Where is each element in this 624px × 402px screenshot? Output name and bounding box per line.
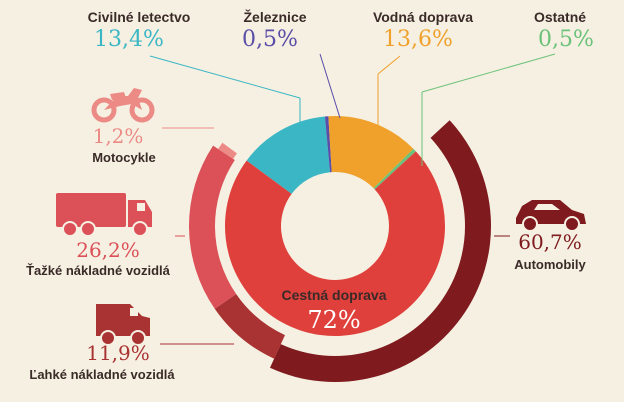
leader-zeleznice — [319, 53, 341, 119]
slice-vodna-doprava — [328, 115, 414, 189]
pct-zeleznice: 0,5% — [242, 27, 298, 52]
ring-segment-tazke-nakladne-vozidla — [189, 145, 237, 309]
van-icon — [96, 304, 150, 346]
pct-vodna-doprava: 13,6% — [383, 27, 453, 52]
inner-donut — [225, 115, 445, 336]
leader-civilne-letectvo — [149, 55, 301, 99]
label-zeleznice: Železnice — [243, 8, 306, 25]
truck-icon — [56, 193, 152, 237]
outer-ring — [189, 120, 492, 382]
label-automobily: Automobily — [514, 257, 586, 272]
slice-civilne-letectvo — [246, 116, 331, 194]
pct-tazke-nakladne: 26,2% — [76, 238, 140, 262]
label-tazke-nakladne: Ťažké nákladné vozidlá — [26, 263, 171, 278]
label-civilne-letectvo: Civilné letectvo — [88, 9, 191, 25]
label-vodna-doprava: Vodná doprava — [373, 9, 473, 25]
car-icon — [516, 200, 586, 232]
pct-civilne-letectvo: 13,4% — [94, 27, 164, 52]
label-motocykle: Motocykle — [92, 150, 156, 165]
pct-automobily: 60,7% — [518, 230, 582, 254]
label-cestna-doprava: Cestná doprava — [281, 287, 386, 303]
ring-segment-automobily — [269, 120, 492, 382]
pct-cestna-doprava: 72% — [307, 306, 360, 334]
leader-lines — [149, 53, 556, 345]
leader-ostatne — [421, 53, 556, 93]
motorcycle-icon — [91, 88, 155, 123]
label-lahke-nakladne: Ľahké nákladné vozidlá — [29, 367, 175, 382]
ring-segment-motocykle — [218, 142, 237, 159]
pct-ostatne: 0,5% — [538, 27, 594, 52]
slice-ostatne — [373, 148, 416, 190]
label-ostatne: Ostatné — [534, 9, 586, 25]
pct-motocykle: 1,2% — [93, 124, 144, 148]
pct-lahke-nakladne: 11,9% — [86, 341, 150, 365]
ring-segment-lahke-nakladne-vozidla — [214, 294, 285, 359]
leader-vodna-doprava — [377, 55, 401, 75]
slice-cestna-doprava — [225, 151, 445, 336]
slice-zeleznice — [324, 116, 332, 173]
